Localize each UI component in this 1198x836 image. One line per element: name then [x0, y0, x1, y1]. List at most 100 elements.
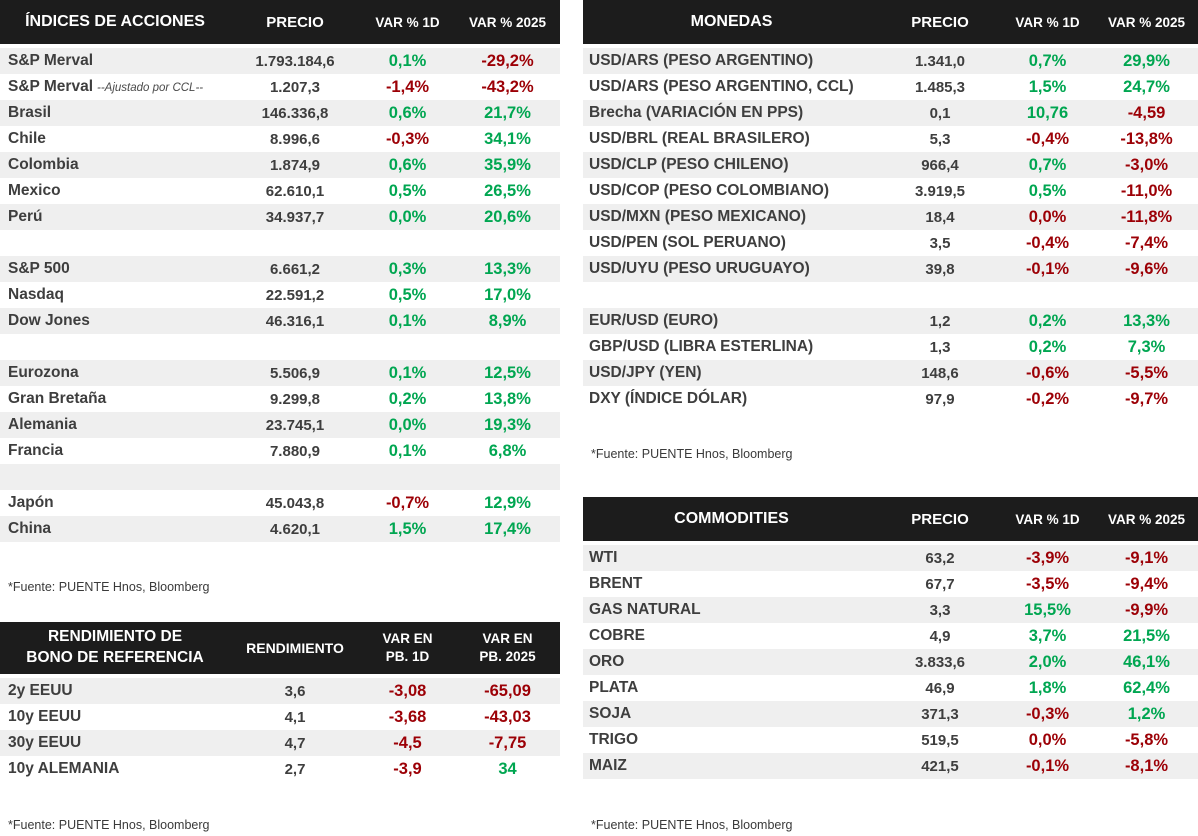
var-1d-cell: 3,7% [1000, 627, 1095, 646]
var-2025-cell-text: 46,1% [1123, 652, 1170, 671]
source-note: *Fuente: PUENTE Hnos, Bloomberg [591, 818, 793, 832]
row-label-text: 10y EEUU [8, 708, 82, 725]
column-header-var-2025: VAR % 2025 [1107, 14, 1186, 30]
stock-indices-header: ÍNDICES DE ACCIONES PRECIO VAR % 1D VAR … [0, 0, 560, 44]
var-2025-cell-text: -65,09 [484, 681, 531, 700]
row-label: PLATA [583, 679, 880, 697]
table-row: USD/ARS (PESO ARGENTINO) 1.341,0 0,7% 29,9% [583, 48, 1198, 74]
var-2025-cell: 1,2% [1095, 705, 1198, 724]
var-1d-cell-text: 0,0% [1028, 730, 1067, 749]
column-header-var-pb-1d: VAR EN PB. 1D [360, 630, 455, 665]
price-cell: 3.919,5 [880, 183, 1000, 200]
row-label-text: 2y EEUU [8, 682, 73, 699]
var-1d-cell: 0,1% [360, 442, 455, 461]
var-1d-cell-text: 0,1% [388, 363, 427, 382]
table-row: USD/UYU (PESO URUGUAYO) 39,8 -0,1% -9,6% [583, 256, 1198, 282]
price-cell: 519,5 [880, 732, 1000, 749]
price-cell-text: 63,2 [925, 549, 955, 567]
var-2025-cell-text: -9,7% [1124, 389, 1169, 408]
var-1d-cell-text: -3,5% [1025, 574, 1070, 593]
price-cell: 1.793.184,6 [230, 53, 360, 70]
var-1d-cell-text: -0,2% [1025, 389, 1070, 408]
table-row: Dow Jones 46.316,1 0,1% 8,9% [0, 308, 560, 334]
var-2025-cell: 29,9% [1095, 52, 1198, 71]
price-cell: 8.996,6 [230, 131, 360, 148]
var-1d-cell: -3,9 [360, 760, 455, 779]
var-1d-cell: 0,0% [360, 416, 455, 435]
price-cell: 421,5 [880, 758, 1000, 775]
row-label-text: Japón [8, 494, 54, 511]
price-cell-text: 5,3 [929, 130, 951, 148]
right-column: MONEDAS PRECIO VAR % 1D VAR % 2025 USD/A… [583, 0, 1198, 832]
price-cell: 3.833,6 [880, 654, 1000, 671]
var-2025-cell-text: -11,8% [1120, 207, 1173, 226]
row-label-text: TRIGO [589, 731, 639, 748]
var-2025-cell: -5,5% [1095, 364, 1198, 383]
row-label: Brasil [0, 104, 230, 122]
row-label: USD/UYU (PESO URUGUAYO) [583, 260, 880, 278]
row-label-text: USD/JPY (YEN) [589, 364, 702, 381]
var-1d-cell-text: 3,7% [1028, 626, 1067, 645]
var-2025-cell: -9,9% [1095, 601, 1198, 620]
source-note: *Fuente: PUENTE Hnos, Bloomberg [591, 447, 793, 461]
var-2025-cell: -5,8% [1095, 731, 1198, 750]
spacer-row [0, 334, 560, 360]
row-label: China [0, 520, 230, 538]
var-1d-cell-text: -3,68 [388, 707, 427, 726]
var-1d-cell-text: 0,7% [1028, 155, 1067, 174]
price-cell: 1.341,0 [880, 53, 1000, 70]
price-cell-text: 1,2 [929, 312, 951, 330]
commodities-title: COMMODITIES [674, 510, 789, 527]
row-label: USD/CLP (PESO CHILENO) [583, 156, 880, 174]
var-2025-cell: 19,3% [455, 416, 560, 435]
price-cell: 9.299,8 [230, 391, 360, 408]
price-cell: 45.043,8 [230, 495, 360, 512]
column-header-var-pb-2025: VAR EN PB. 2025 [455, 630, 560, 665]
var-2025-cell: 13,3% [1095, 312, 1198, 331]
var-2025-cell: -3,0% [1095, 156, 1198, 175]
var-2025-cell: 62,4% [1095, 679, 1198, 698]
row-label-text: S&P Merval [8, 78, 94, 95]
var-2025-cell-text: 8,9% [488, 311, 527, 330]
row-label-text: COBRE [589, 627, 645, 644]
row-label-text: Alemania [8, 416, 77, 433]
row-label-text: Francia [8, 442, 64, 459]
row-label-text: WTI [589, 549, 618, 566]
var-2025-cell: -9,6% [1095, 260, 1198, 279]
var-1d-cell: -0,3% [1000, 705, 1095, 724]
row-label-text: Nasdaq [8, 286, 64, 303]
price-cell: 46,9 [880, 680, 1000, 697]
price-cell: 2,7 [230, 761, 360, 778]
price-cell-text: 0,1 [929, 104, 951, 122]
var-1d-cell: 0,7% [1000, 52, 1095, 71]
var-1d-cell-text: -0,6% [1025, 363, 1070, 382]
var-1d-cell: 0,2% [1000, 312, 1095, 331]
row-label: WTI [583, 549, 880, 567]
table-row: Chile 8.996,6 -0,3% 34,1% [0, 126, 560, 152]
var-2025-cell: 21,5% [1095, 627, 1198, 646]
currencies-rows: USD/ARS (PESO ARGENTINO) 1.341,0 0,7% 29,9%… [583, 48, 1198, 412]
row-label-text: GAS NATURAL [589, 601, 701, 618]
row-label: USD/PEN (SOL PERUANO) [583, 234, 880, 252]
price-cell-text: 62.610,1 [265, 182, 325, 200]
row-label: 30y EEUU [0, 734, 230, 752]
var-2025-cell: 24,7% [1095, 78, 1198, 97]
row-label-text: PLATA [589, 679, 639, 696]
bond-yields-title: RENDIMIENTO DE BONO DE REFERENCIA [0, 627, 230, 669]
var-2025-cell: -9,7% [1095, 390, 1198, 409]
row-label: Brecha (VARIACIÓN EN PPS) [583, 104, 880, 122]
price-cell-text: 1,3 [929, 338, 951, 356]
row-label: Dow Jones [0, 312, 230, 330]
var-2025-cell-text: 12,5% [484, 363, 531, 382]
row-label: ORO [583, 653, 880, 671]
row-label-text: Colombia [8, 156, 79, 173]
row-label-text: GBP/USD (LIBRA ESTERLINA) [589, 338, 814, 355]
price-cell-text: 1.874,9 [269, 156, 321, 174]
var-2025-cell-text: 17,4% [484, 519, 531, 538]
var-1d-cell: -3,5% [1000, 575, 1095, 594]
row-label: Perú [0, 208, 230, 226]
var-2025-cell: 46,1% [1095, 653, 1198, 672]
var-1d-cell: 0,1% [360, 312, 455, 331]
var-2025-cell-text: -29,2% [481, 51, 534, 70]
commodities-rows: WTI 63,2 -3,9% -9,1% BRENT 67,7 -3,5% -9,4% GAS … [583, 545, 1198, 779]
